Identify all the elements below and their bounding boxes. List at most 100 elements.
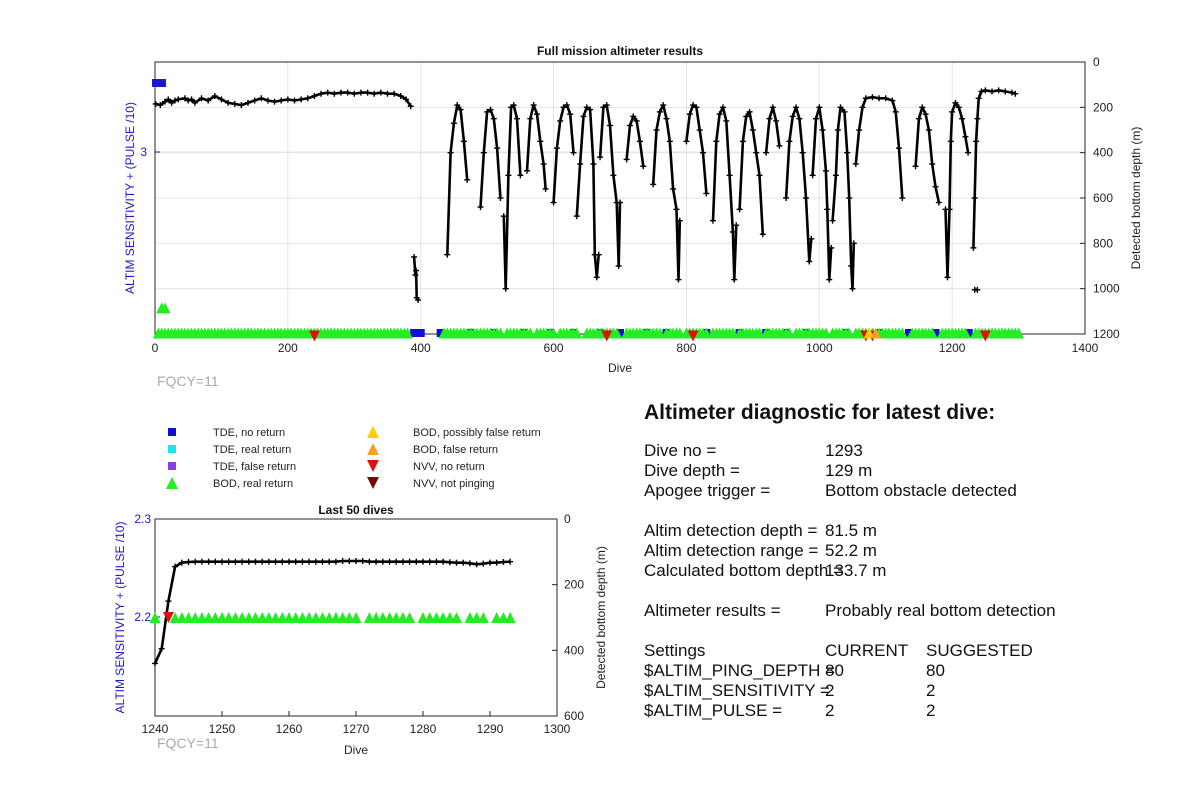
- y-axis-label-right: Detected bottom depth (m): [1129, 127, 1143, 270]
- legend-label: NVV, no return: [413, 461, 485, 473]
- x-tick-label: 1240: [142, 722, 169, 736]
- left-tick-label: 3: [140, 145, 147, 159]
- settings-header-row: Settings CURRENT SUGGESTED: [644, 641, 1164, 661]
- tde-no-returnmarker: [416, 329, 425, 337]
- depth-line-segment: [625, 115, 645, 167]
- dive-no-label: Dive no =: [644, 441, 717, 461]
- bod-real-marker: [401, 327, 413, 339]
- y-axis-label-left: ALTIM SENSITIVITY + (PULSE /10): [113, 522, 127, 714]
- bod-real-returnmarker: [504, 612, 516, 623]
- results-label: Altimeter results =: [644, 601, 781, 621]
- full-mission-chart: 0 200 400 600 800 1000 1200 1400020040060080010…: [123, 44, 1143, 389]
- x-tick-label: 1290: [477, 722, 504, 736]
- ping-depth-row: $ALTIM_PING_DEPTH = 80 80: [644, 661, 1164, 681]
- x-tick-label: 0: [152, 341, 159, 355]
- legend-marker: [168, 462, 176, 470]
- settings-label: Settings: [644, 641, 706, 661]
- results-row: Altimeter results = Probably real bottom…: [644, 601, 1164, 621]
- legend-label: TDE, false return: [213, 461, 296, 473]
- depth-line-segment: [651, 103, 682, 281]
- x-tick-label: 1000: [806, 341, 833, 355]
- y-tick-label: 200: [1093, 100, 1113, 114]
- current-header: CURRENT: [825, 641, 909, 661]
- bod-real-returnmarker: [477, 612, 489, 623]
- x-tick-label: 1280: [410, 722, 437, 736]
- x-axis-label: Dive: [344, 743, 368, 757]
- legend: TDE, no return TDE, real return TDE, false…: [166, 426, 541, 490]
- tde-no-returnmarker: [964, 329, 973, 337]
- dive-depth-label: Dive depth =: [644, 461, 740, 481]
- nvv-no-returnmarker: [687, 330, 699, 342]
- x-tick-label: 800: [676, 341, 696, 355]
- x-tick-label: 1270: [343, 722, 370, 736]
- detection-range-row: Altim detection range = 52.2 m: [644, 541, 1164, 561]
- y-axis-label-right: Detected bottom depth (m): [594, 546, 608, 689]
- y-tick-label: 600: [564, 709, 584, 723]
- depth-line-segment: [831, 106, 856, 290]
- nvv-no-returnmarker: [162, 612, 174, 623]
- sensitivity-current: 2: [825, 681, 835, 701]
- legend-marker: [166, 477, 178, 489]
- fqcy-annotation: FQCY=11: [157, 735, 219, 751]
- tde-no-returnmarker: [436, 329, 445, 337]
- pulse-label: $ALTIM_PULSE =: [644, 701, 783, 721]
- diagnostic-title: Altimeter diagnostic for latest dive:: [644, 401, 996, 424]
- y-tick-label: 1000: [1093, 282, 1120, 296]
- detection-depth-value: 81.5 m: [825, 521, 877, 541]
- y-tick-label: 1200: [1093, 327, 1120, 341]
- bod-real-marker: [159, 302, 171, 314]
- calculated-depth-value: 133.7 m: [825, 561, 887, 581]
- x-tick-label: 600: [544, 341, 564, 355]
- depth-line-segment: [944, 101, 970, 279]
- nvv-no-returnmarker: [979, 330, 991, 342]
- left-tick-label: 2.2: [134, 610, 151, 624]
- calculated-depth-row: Calculated bottom depth = 133.7 m: [644, 561, 1164, 581]
- x-tick-label: 200: [278, 341, 298, 355]
- bod-real-returnmarker: [149, 612, 161, 623]
- legend-label: NVV, not pinging: [413, 478, 495, 490]
- x-tick-label: 1200: [939, 341, 966, 355]
- detection-depth-row: Altim detection depth = 81.5 m: [644, 521, 1164, 541]
- apogee-label: Apogee trigger =: [644, 481, 771, 501]
- sensitivity-row: $ALTIM_SENSITIVITY = 2 2: [644, 681, 1164, 701]
- results-value: Probably real bottom detection: [825, 601, 1056, 621]
- sensitivity-suggested: 2: [926, 681, 936, 701]
- diagnostic-panel: Altimeter diagnostic for latest dive: Di…: [644, 400, 1164, 721]
- bod-false-returnmarker: [870, 327, 882, 339]
- dive-depth-value: 129 m: [825, 461, 873, 481]
- depth-line-segment: [738, 110, 765, 235]
- y-axis-label-left: ALTIM SENSITIVITY + (PULSE /10): [123, 102, 137, 294]
- legend-marker: [367, 443, 379, 455]
- bod-real-marker: [611, 327, 623, 339]
- tde-no-returnmarker: [931, 329, 940, 337]
- legend-label: TDE, no return: [213, 427, 285, 439]
- legend-label: BOD, real return: [213, 478, 293, 490]
- left-tick-label: 2.3: [134, 512, 151, 526]
- detection-depth-label: Altim detection depth =: [644, 521, 818, 541]
- bod-real-returnmarker: [350, 612, 362, 623]
- x-axis-label: Dive: [608, 361, 632, 375]
- pulse-current: 2: [825, 701, 835, 721]
- pulse-row: $ALTIM_PULSE = 2 2: [644, 701, 1164, 721]
- bod-real-marker: [896, 327, 908, 339]
- dive-no-row: Dive no = 1293: [644, 441, 1164, 461]
- x-tick-label: 400: [411, 341, 431, 355]
- ping-depth-label: $ALTIM_PING_DEPTH =: [644, 661, 835, 681]
- legend-marker: [367, 426, 379, 438]
- legend-marker: [168, 445, 176, 453]
- bod-real-returnmarker: [451, 612, 462, 623]
- detection-range-label: Altim detection range =: [644, 541, 819, 561]
- x-tick-label: 1250: [209, 722, 236, 736]
- legend-marker: [367, 477, 379, 489]
- legend-label: BOD, possibly false return: [413, 427, 541, 439]
- dive-depth-row: Dive depth = 129 m: [644, 461, 1164, 481]
- suggested-header: SUGGESTED: [926, 641, 1033, 661]
- y-tick-label: 400: [1093, 146, 1113, 160]
- apogee-value: Bottom obstacle detected: [825, 481, 1017, 501]
- y-tick-label: 400: [564, 643, 584, 657]
- tde-no-returnmarker: [410, 329, 419, 337]
- chart-title: Full mission altimeter results: [537, 44, 703, 58]
- setting-marker: [152, 79, 166, 87]
- detection-range-value: 52.2 m: [825, 541, 877, 561]
